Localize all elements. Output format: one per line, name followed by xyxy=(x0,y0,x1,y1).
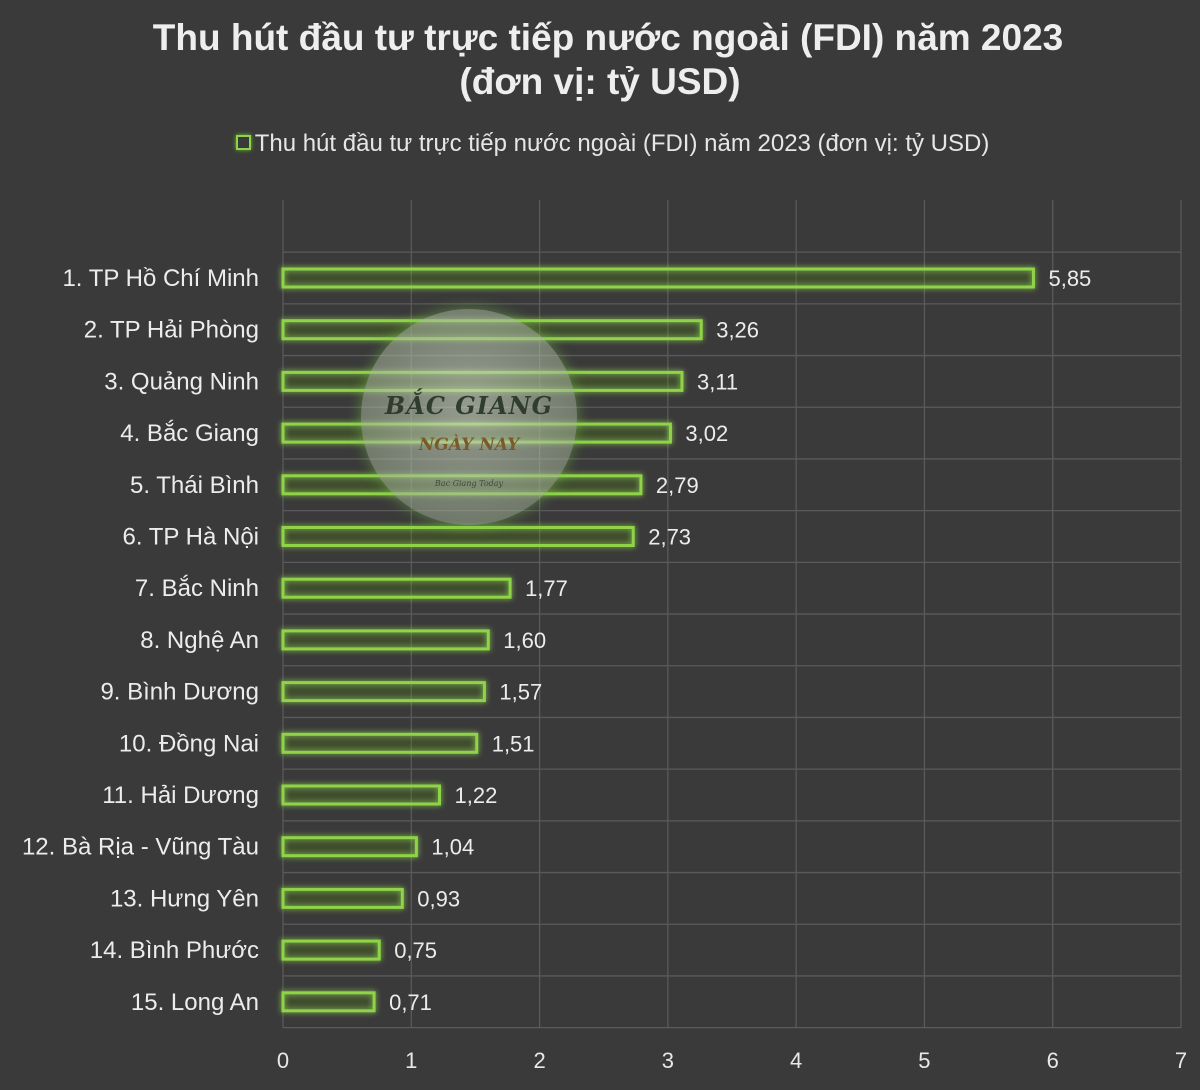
data-label: 1,51 xyxy=(492,731,535,756)
watermark-line2: NGÀY NAY xyxy=(418,435,520,455)
bar xyxy=(281,991,376,1013)
data-label: 0,75 xyxy=(394,938,437,963)
legend-label: Thu hút đầu tư trực tiếp nước ngoài (FDI… xyxy=(254,130,990,157)
bar xyxy=(281,887,404,909)
y-category-label: 10. Đồng Nai xyxy=(119,730,259,757)
bar xyxy=(281,836,418,858)
data-label: 2,79 xyxy=(656,473,699,498)
chart-title-line2: (đơn vị: tỷ USD) xyxy=(459,61,741,102)
y-category-label: 7. Bắc Ninh xyxy=(135,575,259,602)
data-label: 1,04 xyxy=(431,835,474,860)
labels: 0 1 2 3 4 5 6 7 1. TP Hồ Chí Minh 5,85 2. TP Hải P… xyxy=(22,265,1187,1073)
x-tick-label: 6 xyxy=(1047,1048,1059,1073)
y-category-label: 14. Bình Phước xyxy=(90,937,259,964)
y-category-label: 12. Bà Rịa - Vũng Tàu xyxy=(22,834,259,861)
x-tick-label: 5 xyxy=(918,1048,930,1073)
bar xyxy=(281,526,635,547)
bar xyxy=(281,629,490,651)
x-tick-label: 0 xyxy=(277,1048,289,1073)
data-label: 0,93 xyxy=(417,886,460,911)
y-category-label: 8. Nghệ An xyxy=(140,627,259,654)
data-label: 5,85 xyxy=(1048,266,1091,291)
bar xyxy=(281,577,512,599)
x-tick-label: 3 xyxy=(662,1048,674,1073)
y-category-label: 1. TP Hồ Chí Minh xyxy=(62,265,259,292)
watermark-line1: BẮC GIANG xyxy=(384,391,554,420)
y-category-label: 11. Hải Dương xyxy=(102,782,259,809)
y-category-label: 15. Long An xyxy=(131,989,259,1016)
data-label: 3,02 xyxy=(685,421,728,446)
data-label: 1,57 xyxy=(499,680,542,705)
data-label: 0,71 xyxy=(389,990,432,1015)
chart-legend: Thu hút đầu tư trực tiếp nước ngoài (FDI… xyxy=(0,130,1200,158)
x-tick-label: 1 xyxy=(405,1048,417,1073)
data-label: 1,22 xyxy=(455,783,498,808)
bar xyxy=(281,939,381,961)
x-tick-label: 2 xyxy=(533,1048,545,1073)
bar xyxy=(281,732,479,754)
legend-swatch-icon xyxy=(235,135,251,151)
data-label: 3,11 xyxy=(697,369,738,394)
y-category-label: 3. Quảng Ninh xyxy=(104,368,259,395)
y-category-label: 6. TP Hà Nội xyxy=(122,524,259,551)
bar xyxy=(281,784,442,806)
x-tick-label: 7 xyxy=(1175,1048,1187,1073)
y-category-label: 2. TP Hải Phòng xyxy=(84,317,259,344)
watermark-logo: BẮC GIANG NGÀY NAY Bac Giang Today xyxy=(361,309,577,525)
y-category-label: 9. Bình Dương xyxy=(100,679,259,706)
bar xyxy=(281,267,1035,289)
y-category-label: 5. Thái Bình xyxy=(130,472,259,499)
data-label: 3,26 xyxy=(716,318,759,343)
watermark-line3: Bac Giang Today xyxy=(434,479,504,488)
chart-title-line1: Thu hút đầu tư trực tiếp nước ngoài (FDI… xyxy=(152,17,1064,58)
bar xyxy=(281,681,486,703)
data-label: 1,77 xyxy=(525,576,568,601)
y-category-label: 13. Hưng Yên xyxy=(110,885,259,912)
y-category-label: 4. Bắc Giang xyxy=(120,420,259,447)
x-tick-label: 4 xyxy=(790,1048,802,1073)
data-label: 2,73 xyxy=(648,525,691,550)
data-label: 1,60 xyxy=(503,628,546,653)
